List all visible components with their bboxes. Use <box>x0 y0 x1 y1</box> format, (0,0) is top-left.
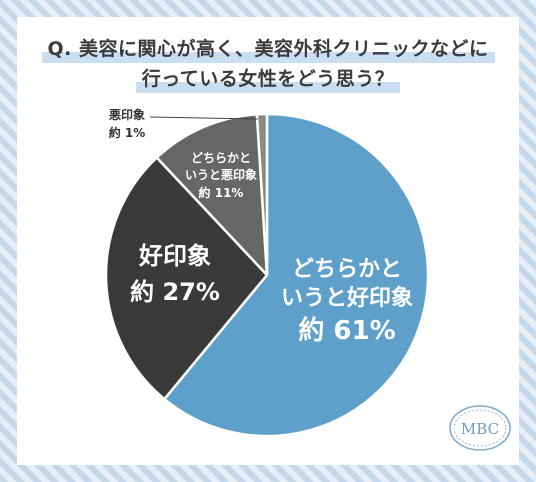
label-bad-value: 約 1% <box>109 125 146 140</box>
title-text-2: 行っている女性をどう思う？ <box>135 64 401 93</box>
logo-text: MBC <box>461 420 499 438</box>
pie-slices <box>104 112 430 438</box>
label-good-value: 約 27% <box>130 278 220 306</box>
title-line-2: 行っている女性をどう思う？ <box>0 64 536 93</box>
label-somewhat-bad-value: 約 11% <box>199 185 244 200</box>
label-bad-leader-line <box>149 116 259 120</box>
label-somewhat-bad: どちらかと いうと悪印象 約 11% <box>185 151 257 200</box>
slice-somewhat-bad <box>155 113 269 277</box>
label-bad-line1: 悪印象 <box>109 107 145 122</box>
label-somewhat-good: どちらかと いうと好印象 約 61% <box>281 257 413 346</box>
label-somewhat-good-value: 約 61% <box>298 315 395 346</box>
slice-bad <box>255 112 269 277</box>
label-somewhat-bad-line1: どちらかと <box>191 151 251 165</box>
mbc-logo: MBC <box>449 405 511 451</box>
label-somewhat-bad-line2: いうと悪印象 <box>185 167 257 182</box>
label-somewhat-good-line1: どちらかと <box>292 257 402 282</box>
label-good-line1: 好印象 <box>138 242 211 270</box>
label-bad: 悪印象 約 1% <box>109 107 259 140</box>
label-somewhat-good-line2: いうと好印象 <box>281 285 413 311</box>
label-good: 好印象 約 27% <box>130 242 220 306</box>
title-line-1: Q. 美容に関心が高く、美容外科クリニックなどに <box>0 34 536 63</box>
slice-good <box>104 156 269 401</box>
title-text-1: Q. 美容に関心が高く、美容外科クリニックなどに <box>41 34 495 63</box>
slice-somewhat-good <box>163 112 430 438</box>
